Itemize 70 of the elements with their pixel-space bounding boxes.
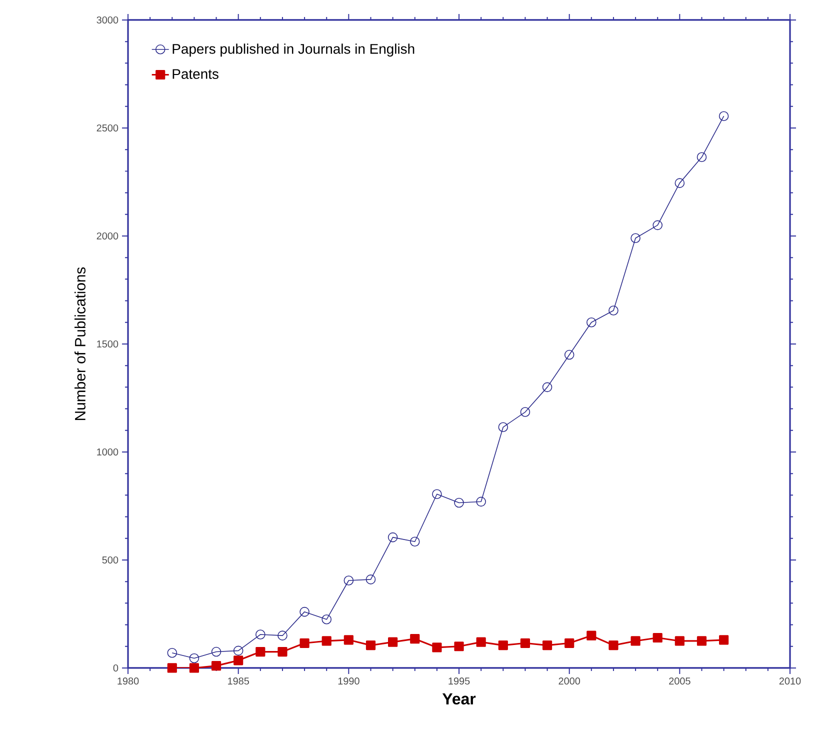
legend-label: Papers published in Journals in English	[172, 44, 414, 57]
point	[410, 634, 420, 644]
point	[696, 636, 707, 646]
point	[454, 642, 464, 652]
y-tick-label: 1000	[97, 448, 118, 456]
point	[278, 630, 288, 640]
point	[167, 663, 177, 673]
point	[366, 574, 376, 584]
point	[520, 407, 530, 417]
point	[256, 630, 266, 640]
point	[388, 532, 398, 542]
x-tick-label: 2005	[669, 678, 690, 685]
point	[432, 489, 442, 500]
point	[608, 640, 618, 650]
legend-label: Patents	[172, 69, 218, 79]
point	[366, 640, 376, 650]
y-tick-label: 2000	[96, 232, 118, 240]
point	[454, 498, 464, 508]
point	[542, 640, 552, 650]
point	[564, 350, 574, 360]
point	[586, 317, 596, 328]
point	[542, 382, 552, 392]
x-tick-label: 2010	[779, 678, 801, 685]
point	[300, 606, 310, 617]
x-tick-label: 1980	[118, 678, 139, 685]
y-tick-label: 0	[113, 664, 118, 672]
x-tick-label: 1985	[228, 678, 250, 685]
point	[189, 663, 200, 673]
x-axis-title: Year	[442, 693, 476, 705]
point	[189, 653, 200, 664]
point	[388, 637, 398, 647]
point	[718, 111, 729, 122]
point	[674, 178, 685, 188]
point	[498, 640, 508, 650]
point	[278, 646, 288, 657]
point	[233, 646, 244, 656]
point	[586, 630, 596, 640]
point	[520, 638, 530, 648]
point	[322, 636, 332, 646]
point	[211, 646, 222, 657]
y-tick-label: 2500	[96, 124, 118, 132]
point	[344, 635, 354, 645]
point	[652, 632, 662, 643]
point	[476, 637, 486, 647]
y-axis-title: Number of Publications	[74, 267, 86, 420]
point	[696, 152, 707, 162]
point	[674, 636, 684, 646]
point	[432, 642, 442, 652]
point	[344, 576, 354, 586]
point	[256, 646, 266, 657]
point	[167, 648, 178, 658]
x-tick-label: 1990	[338, 678, 360, 685]
y-tick-label: 1500	[97, 340, 118, 348]
point	[719, 635, 729, 645]
y-tick-label: 3000	[96, 16, 118, 24]
point	[498, 422, 508, 432]
point	[608, 306, 618, 316]
point	[211, 661, 222, 671]
point	[322, 614, 332, 624]
point	[410, 536, 420, 547]
point	[630, 636, 640, 646]
point	[476, 496, 486, 507]
x-tick-label: 2000	[558, 678, 580, 685]
point	[564, 638, 574, 648]
y-tick-label: 500	[102, 556, 118, 564]
x-tick-label: 1995	[448, 678, 470, 685]
point	[652, 220, 663, 230]
point	[630, 233, 640, 244]
point	[234, 656, 244, 666]
point	[300, 638, 310, 648]
